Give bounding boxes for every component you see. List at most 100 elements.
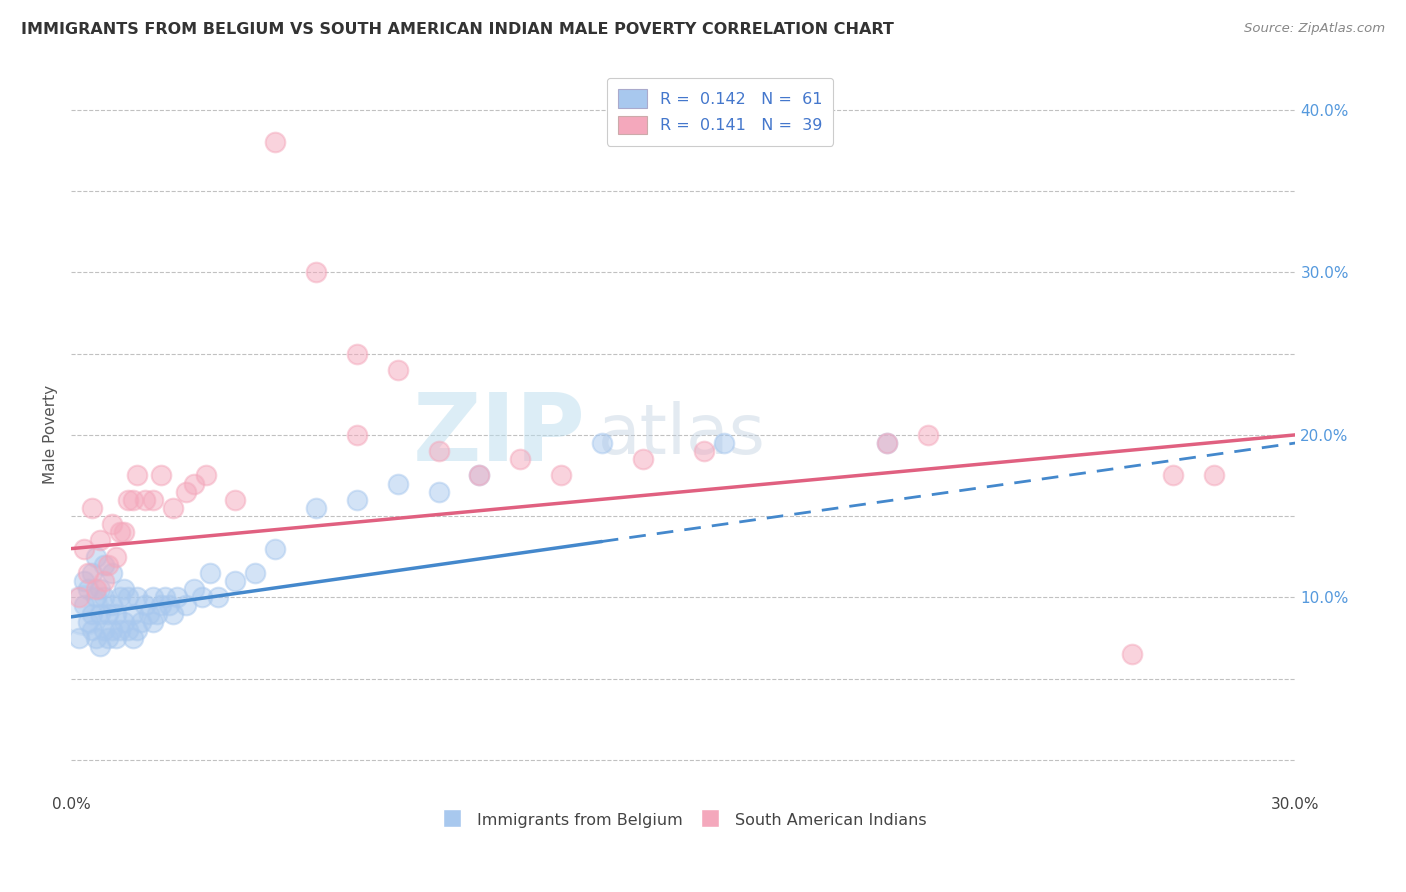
Point <box>97 607 120 621</box>
Point <box>198 566 221 580</box>
Y-axis label: Male Poverty: Male Poverty <box>44 385 58 484</box>
Point <box>80 623 103 637</box>
Point <box>110 591 132 605</box>
Point <box>89 639 111 653</box>
Point <box>134 599 156 613</box>
Point <box>93 574 115 588</box>
Point <box>84 591 107 605</box>
Point <box>84 549 107 564</box>
Point <box>183 476 205 491</box>
Text: atlas: atlas <box>598 401 766 468</box>
Point <box>243 566 266 580</box>
Point <box>153 591 176 605</box>
Point <box>194 468 217 483</box>
Point <box>264 136 287 150</box>
Point <box>72 574 94 588</box>
Point <box>207 591 229 605</box>
Point <box>117 591 139 605</box>
Point <box>117 623 139 637</box>
Point <box>142 492 165 507</box>
Point <box>97 631 120 645</box>
Point <box>80 607 103 621</box>
Point <box>134 492 156 507</box>
Point <box>89 582 111 597</box>
Point <box>101 566 124 580</box>
Point <box>125 468 148 483</box>
Point <box>631 452 654 467</box>
Legend: Immigrants from Belgium, South American Indians: Immigrants from Belgium, South American … <box>433 805 934 834</box>
Point <box>97 558 120 572</box>
Point <box>105 631 128 645</box>
Point <box>80 500 103 515</box>
Point <box>468 468 491 483</box>
Point <box>224 492 246 507</box>
Point <box>76 566 98 580</box>
Point <box>69 631 91 645</box>
Point <box>101 599 124 613</box>
Point <box>166 591 188 605</box>
Point <box>105 549 128 564</box>
Point <box>1202 468 1225 483</box>
Point <box>105 607 128 621</box>
Point <box>112 615 135 629</box>
Point <box>110 623 132 637</box>
Point <box>191 591 214 605</box>
Text: Source: ZipAtlas.com: Source: ZipAtlas.com <box>1244 22 1385 36</box>
Point <box>387 363 409 377</box>
Point <box>142 615 165 629</box>
Point <box>93 558 115 572</box>
Point <box>509 452 531 467</box>
Point <box>101 517 124 532</box>
Point <box>89 533 111 548</box>
Point <box>93 591 115 605</box>
Point <box>93 623 115 637</box>
Point <box>146 607 169 621</box>
Point <box>224 574 246 588</box>
Point <box>346 492 368 507</box>
Point <box>427 484 450 499</box>
Point <box>150 599 173 613</box>
Point <box>121 631 143 645</box>
Point <box>121 607 143 621</box>
Text: IMMIGRANTS FROM BELGIUM VS SOUTH AMERICAN INDIAN MALE POVERTY CORRELATION CHART: IMMIGRANTS FROM BELGIUM VS SOUTH AMERICA… <box>21 22 894 37</box>
Point <box>387 476 409 491</box>
Point <box>174 484 197 499</box>
Point <box>427 444 450 458</box>
Point <box>80 566 103 580</box>
Point <box>72 603 94 617</box>
Point <box>72 599 94 613</box>
Point <box>110 525 132 540</box>
Point <box>305 500 328 515</box>
Point <box>76 582 98 597</box>
Point <box>591 436 613 450</box>
Point <box>264 541 287 556</box>
Point <box>876 436 898 450</box>
Point <box>117 492 139 507</box>
Point <box>1121 647 1143 661</box>
Point <box>89 607 111 621</box>
Point <box>76 615 98 629</box>
Point <box>84 582 107 597</box>
Point <box>305 265 328 279</box>
Text: ZIP: ZIP <box>412 389 585 481</box>
Point <box>72 541 94 556</box>
Point <box>346 346 368 360</box>
Point <box>129 615 152 629</box>
Point <box>142 591 165 605</box>
Point <box>84 631 107 645</box>
Point <box>125 591 148 605</box>
Point <box>876 436 898 450</box>
Point <box>346 428 368 442</box>
Point <box>713 436 735 450</box>
Point <box>174 599 197 613</box>
Point <box>157 599 180 613</box>
Point <box>550 468 572 483</box>
Point <box>917 428 939 442</box>
Point <box>125 623 148 637</box>
Point <box>1161 468 1184 483</box>
Point <box>138 607 160 621</box>
Point <box>112 525 135 540</box>
Point <box>183 582 205 597</box>
Point <box>150 468 173 483</box>
Point <box>468 468 491 483</box>
